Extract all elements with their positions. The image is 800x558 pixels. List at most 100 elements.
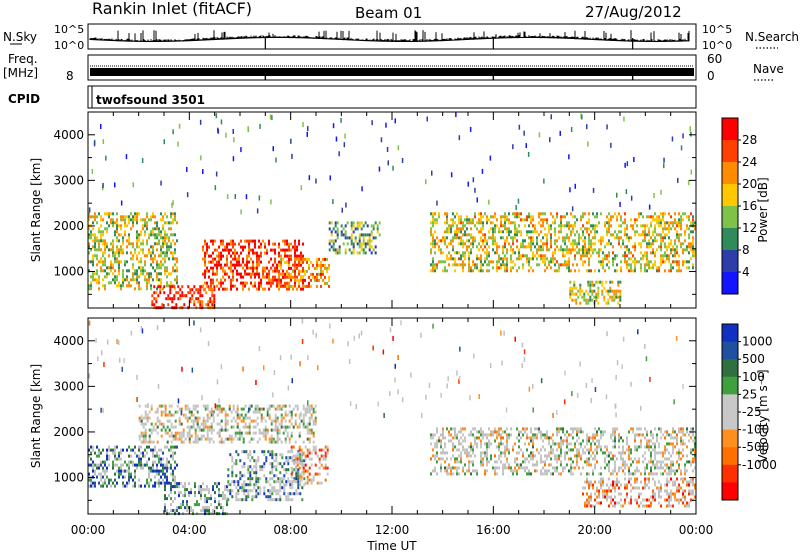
scatter-cell-0-2 xyxy=(282,240,284,243)
scatter-cell-0-2 xyxy=(294,255,296,258)
scatter-cell-0-5 xyxy=(646,260,648,263)
scatter-cell-1-3 xyxy=(305,482,307,485)
sparse-cell-0 xyxy=(649,205,651,210)
scatter-cell-0-5 xyxy=(514,230,516,233)
scatter-cell-0-4 xyxy=(359,233,361,236)
sparse-cell-0 xyxy=(342,208,344,213)
scatter-cell-1-0 xyxy=(100,461,102,464)
scatter-cell-1-4 xyxy=(187,408,189,411)
scatter-cell-0-2 xyxy=(258,264,260,267)
scatter-cell-0-2 xyxy=(206,249,208,252)
scatter-cell-1-4 xyxy=(177,438,179,441)
scatter-cell-0-5 xyxy=(670,263,672,266)
scatter-cell-0-5 xyxy=(566,233,568,236)
scatter-cell-0-0 xyxy=(132,275,134,278)
scatter-cell-1-4 xyxy=(151,405,153,408)
scatter-cell-0-5 xyxy=(596,212,598,215)
scatter-cell-0-5 xyxy=(608,266,610,269)
scatter-cell-0-5 xyxy=(454,221,456,224)
scatter-cell-0-2 xyxy=(226,264,228,267)
scatter-cell-0-0 xyxy=(168,236,170,239)
scatter-cell-1-4 xyxy=(155,429,157,432)
scatter-cell-1-4 xyxy=(195,432,197,435)
scatter-cell-0-0 xyxy=(126,269,128,272)
scatter-cell-1-4 xyxy=(145,438,147,441)
scatter-cell-0-0 xyxy=(96,263,98,266)
scatter-cell-0-0 xyxy=(112,266,114,269)
colorbar-tick-label: 28 xyxy=(742,133,757,147)
scatter-cell-0-5 xyxy=(472,236,474,239)
scatter-cell-1-4 xyxy=(173,435,175,438)
scatter-cell-0-6 xyxy=(603,287,605,290)
scatter-cell-1-2 xyxy=(287,459,289,462)
scatter-cell-1-2 xyxy=(255,477,257,480)
scatter-cell-0-5 xyxy=(682,251,684,254)
power-heatmap xyxy=(88,112,696,309)
scatter-cell-1-0 xyxy=(96,464,98,467)
scatter-cell-0-0 xyxy=(96,254,98,257)
scatter-cell-1-4 xyxy=(243,420,245,423)
scatter-cell-0-5 xyxy=(510,260,512,263)
scatter-cell-1-0 xyxy=(94,485,96,488)
scatter-cell-0-5 xyxy=(504,218,506,221)
sparse-cell-0 xyxy=(624,163,626,168)
scatter-cell-1-5 xyxy=(442,448,444,451)
scatter-cell-1-4 xyxy=(199,429,201,432)
scatter-cell-0-5 xyxy=(464,263,466,266)
scatter-cell-1-1 xyxy=(184,491,186,494)
scatter-cell-0-5 xyxy=(504,245,506,248)
scatter-cell-0-5 xyxy=(486,254,488,257)
scatter-cell-1-4 xyxy=(181,441,183,444)
scatter-cell-1-5 xyxy=(450,439,452,442)
scatter-cell-1-4 xyxy=(223,408,225,411)
scatter-cell-0-4 xyxy=(377,227,379,230)
scatter-cell-0-5 xyxy=(448,224,450,227)
scatter-cell-1-2 xyxy=(269,483,271,486)
scatter-cell-0-5 xyxy=(684,248,686,251)
scatter-cell-0-5 xyxy=(644,233,646,236)
scatter-cell-0-5 xyxy=(618,239,620,242)
scatter-cell-0-5 xyxy=(544,257,546,260)
scatter-cell-0-0 xyxy=(144,254,146,257)
scatter-cell-1-0 xyxy=(118,470,120,473)
sparse-cell-0 xyxy=(523,131,525,136)
scatter-cell-1-4 xyxy=(251,438,253,441)
scatter-cell-1-4 xyxy=(149,411,151,414)
scatter-cell-0-4 xyxy=(343,227,345,230)
scatter-cell-0-5 xyxy=(648,215,650,218)
scatter-cell-0-2 xyxy=(212,240,214,243)
scatter-cell-0-5 xyxy=(590,254,592,257)
scatter-cell-0-2 xyxy=(290,243,292,246)
scatter-cell-1-2 xyxy=(283,486,285,489)
scatter-cell-1-0 xyxy=(166,461,168,464)
scatter-cell-1-0 xyxy=(100,479,102,482)
scatter-cell-0-0 xyxy=(168,227,170,230)
scatter-cell-0-3 xyxy=(322,264,324,267)
scatter-cell-0-5 xyxy=(630,269,632,272)
scatter-cell-0-0 xyxy=(140,287,142,290)
scatter-cell-1-4 xyxy=(245,414,247,417)
scatter-cell-1-4 xyxy=(289,420,291,423)
scatter-cell-0-5 xyxy=(526,245,528,248)
scatter-cell-0-5 xyxy=(454,263,456,266)
scatter-cell-1-0 xyxy=(132,479,134,482)
scatter-cell-0-0 xyxy=(152,230,154,233)
scatter-cell-0-2 xyxy=(254,273,256,276)
scatter-cell-0-1 xyxy=(183,294,185,297)
scatter-cell-0-5 xyxy=(560,248,562,251)
scatter-cell-0-0 xyxy=(128,242,130,245)
scatter-cell-0-2 xyxy=(258,246,260,249)
sparse-cell-0 xyxy=(126,154,128,159)
scatter-cell-0-5 xyxy=(664,233,666,236)
scatter-cell-0-0 xyxy=(146,212,148,215)
scatter-cell-0-2 xyxy=(228,249,230,252)
scatter-cell-0-5 xyxy=(690,245,692,248)
scatter-cell-0-2 xyxy=(258,258,260,261)
scatter-cell-0-2 xyxy=(230,243,232,246)
scatter-cell-0-0 xyxy=(160,263,162,266)
scatter-cell-0-5 xyxy=(678,254,680,257)
sparse-cell-0 xyxy=(247,126,249,131)
scatter-cell-0-2 xyxy=(232,243,234,246)
scatter-cell-1-1 xyxy=(204,506,206,509)
